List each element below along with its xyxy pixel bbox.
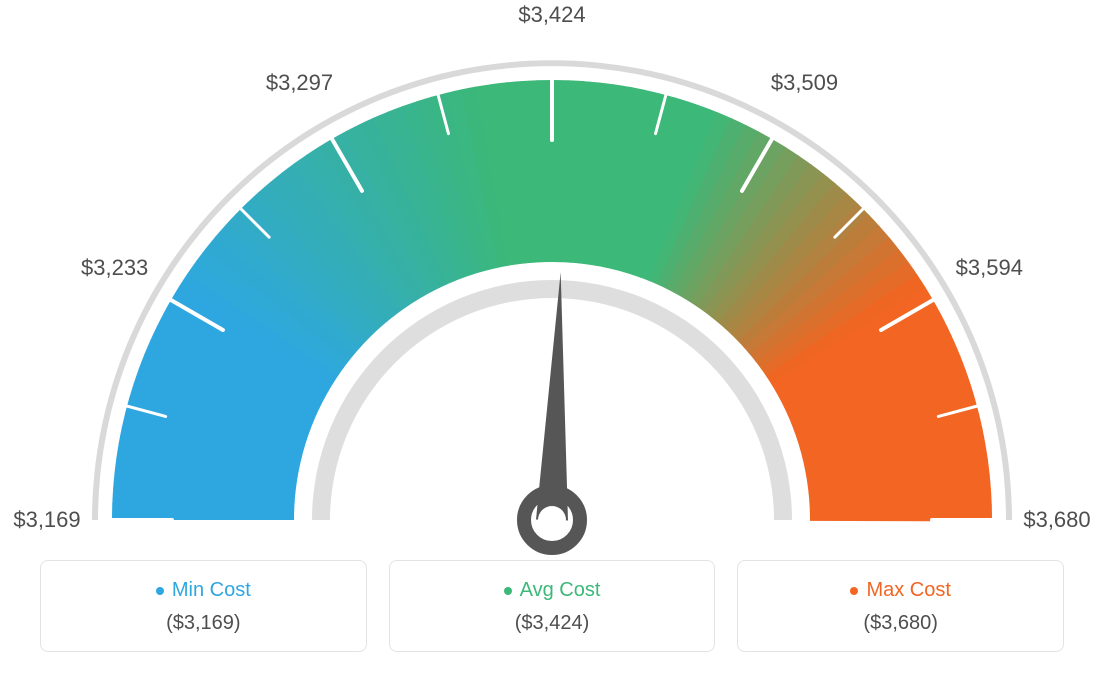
legend-avg-label-row: Avg Cost bbox=[504, 579, 601, 602]
legend-avg-label: Avg Cost bbox=[520, 579, 601, 602]
dot-icon bbox=[156, 587, 164, 595]
legend-card-min: Min Cost ($3,169) bbox=[40, 560, 367, 652]
legend-avg-value: ($3,424) bbox=[515, 612, 590, 635]
gauge-tick-label: $3,233 bbox=[81, 255, 148, 281]
legend-card-max: Max Cost ($3,680) bbox=[737, 560, 1064, 652]
legend-max-value: ($3,680) bbox=[863, 612, 938, 635]
legend-min-label-row: Min Cost bbox=[156, 579, 251, 602]
gauge-chart: $3,169 $3,233 $3,297 $3,424 $3,509 $3,594 $3,6… bbox=[0, 0, 1104, 560]
gauge-tick-label: $3,169 bbox=[13, 507, 80, 533]
dot-icon bbox=[850, 587, 858, 595]
legend-min-value: ($3,169) bbox=[166, 612, 241, 635]
legend-row: Min Cost ($3,169) Avg Cost ($3,424) Max … bbox=[0, 560, 1104, 652]
dot-icon bbox=[504, 587, 512, 595]
gauge-tick-label: $3,424 bbox=[518, 2, 585, 28]
gauge-svg bbox=[0, 0, 1104, 560]
legend-min-label: Min Cost bbox=[172, 579, 251, 602]
legend-card-avg: Avg Cost ($3,424) bbox=[389, 560, 716, 652]
gauge-tick-label: $3,297 bbox=[266, 70, 333, 96]
gauge-tick-label: $3,680 bbox=[1023, 507, 1090, 533]
legend-max-label: Max Cost bbox=[866, 579, 950, 602]
gauge-tick-label: $3,594 bbox=[956, 255, 1023, 281]
gauge-tick-label: $3,509 bbox=[771, 70, 838, 96]
legend-max-label-row: Max Cost bbox=[850, 579, 950, 602]
